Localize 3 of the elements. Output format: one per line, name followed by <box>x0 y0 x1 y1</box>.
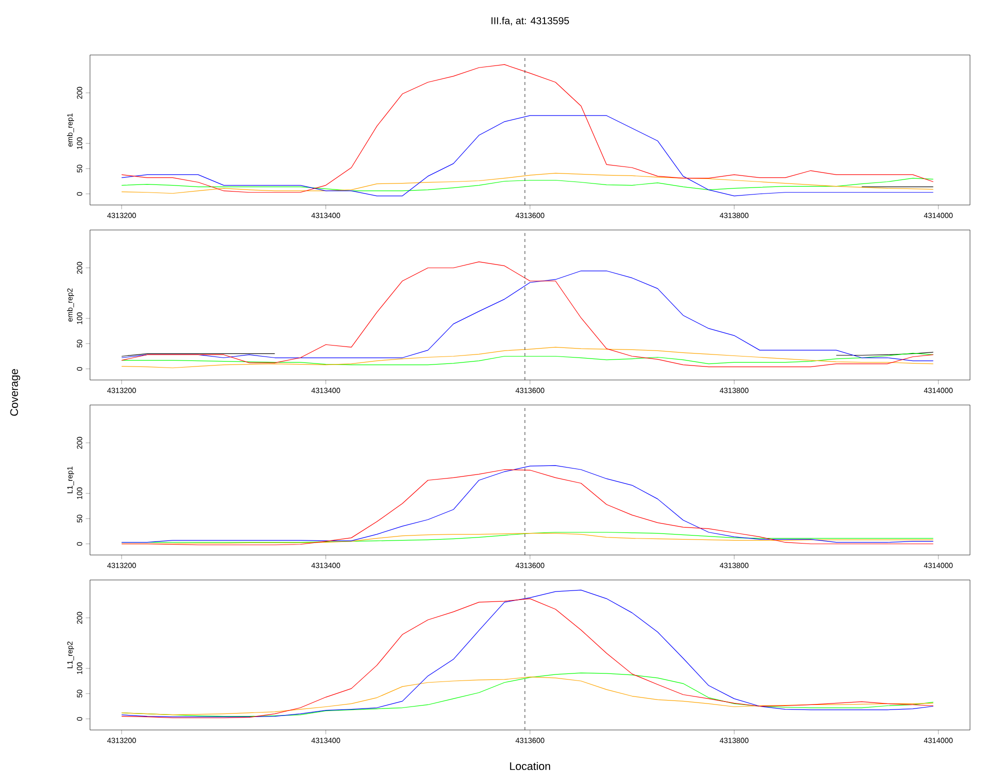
chart-title: III.fa, at: 4313595 <box>492 16 569 26</box>
text: Coverage <box>10 369 20 416</box>
x-axis-title: Location <box>510 762 550 770</box>
